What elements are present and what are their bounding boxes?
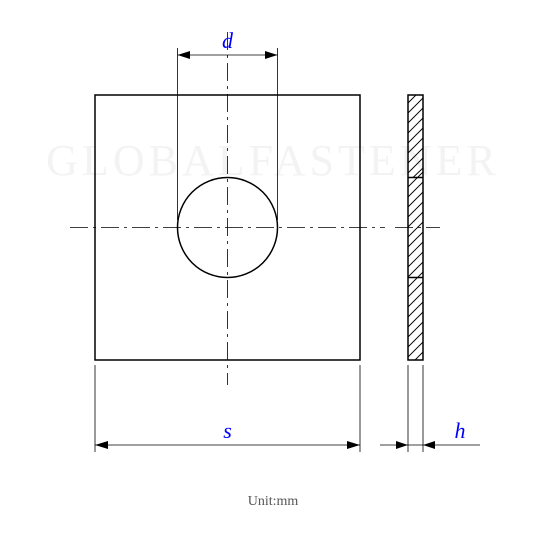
unit-label: Unit:mm: [248, 494, 299, 509]
label-s: s: [223, 418, 232, 443]
dimension-h: h: [380, 365, 480, 452]
watermark-text: GLOBALFASTENER: [46, 136, 500, 185]
front-view: [70, 32, 385, 385]
label-d: d: [222, 28, 234, 53]
drawing-canvas: GLOBALFASTENER: [0, 0, 546, 541]
drawing-svg: GLOBALFASTENER: [0, 0, 546, 541]
label-h: h: [455, 418, 466, 443]
side-view: [395, 95, 440, 360]
